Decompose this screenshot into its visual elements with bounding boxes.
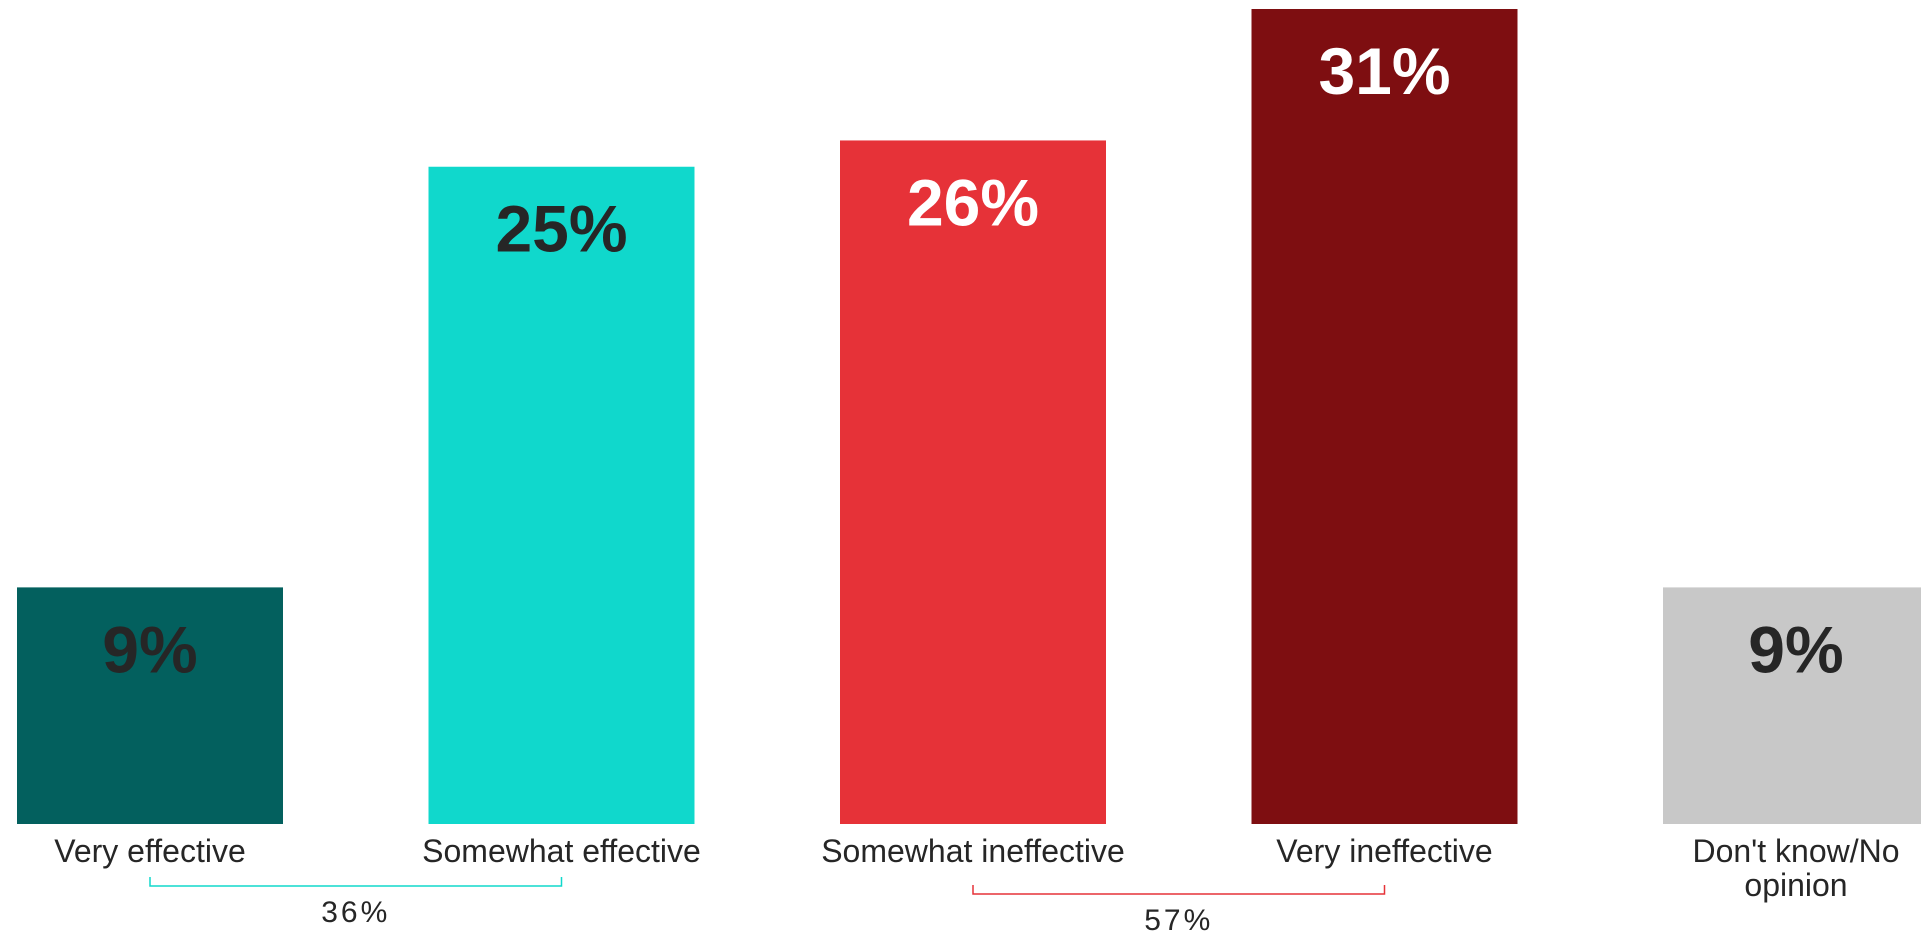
bar [17, 587, 283, 824]
category-label: Somewhat effective [422, 833, 701, 869]
bar [840, 140, 1106, 825]
category-label: Very ineffective [1276, 833, 1492, 869]
category-label: Don't know/No [1692, 833, 1899, 869]
bar [1663, 587, 1921, 824]
bar [1251, 9, 1518, 824]
data-label: 31% [1318, 34, 1450, 108]
category-label: Somewhat ineffective [821, 833, 1125, 869]
group-net-label: 57% [1144, 904, 1213, 935]
data-label: 9% [102, 612, 197, 686]
data-label: 26% [907, 165, 1039, 239]
data-label: 25% [495, 192, 627, 266]
data-label: 9% [1748, 612, 1843, 686]
group-net-label: 36% [321, 896, 390, 929]
group-bracket [972, 885, 1386, 895]
category-label: Very effective [54, 833, 246, 869]
group-bracket [149, 877, 563, 887]
category-label: opinion [1744, 867, 1847, 903]
bar [428, 166, 695, 824]
